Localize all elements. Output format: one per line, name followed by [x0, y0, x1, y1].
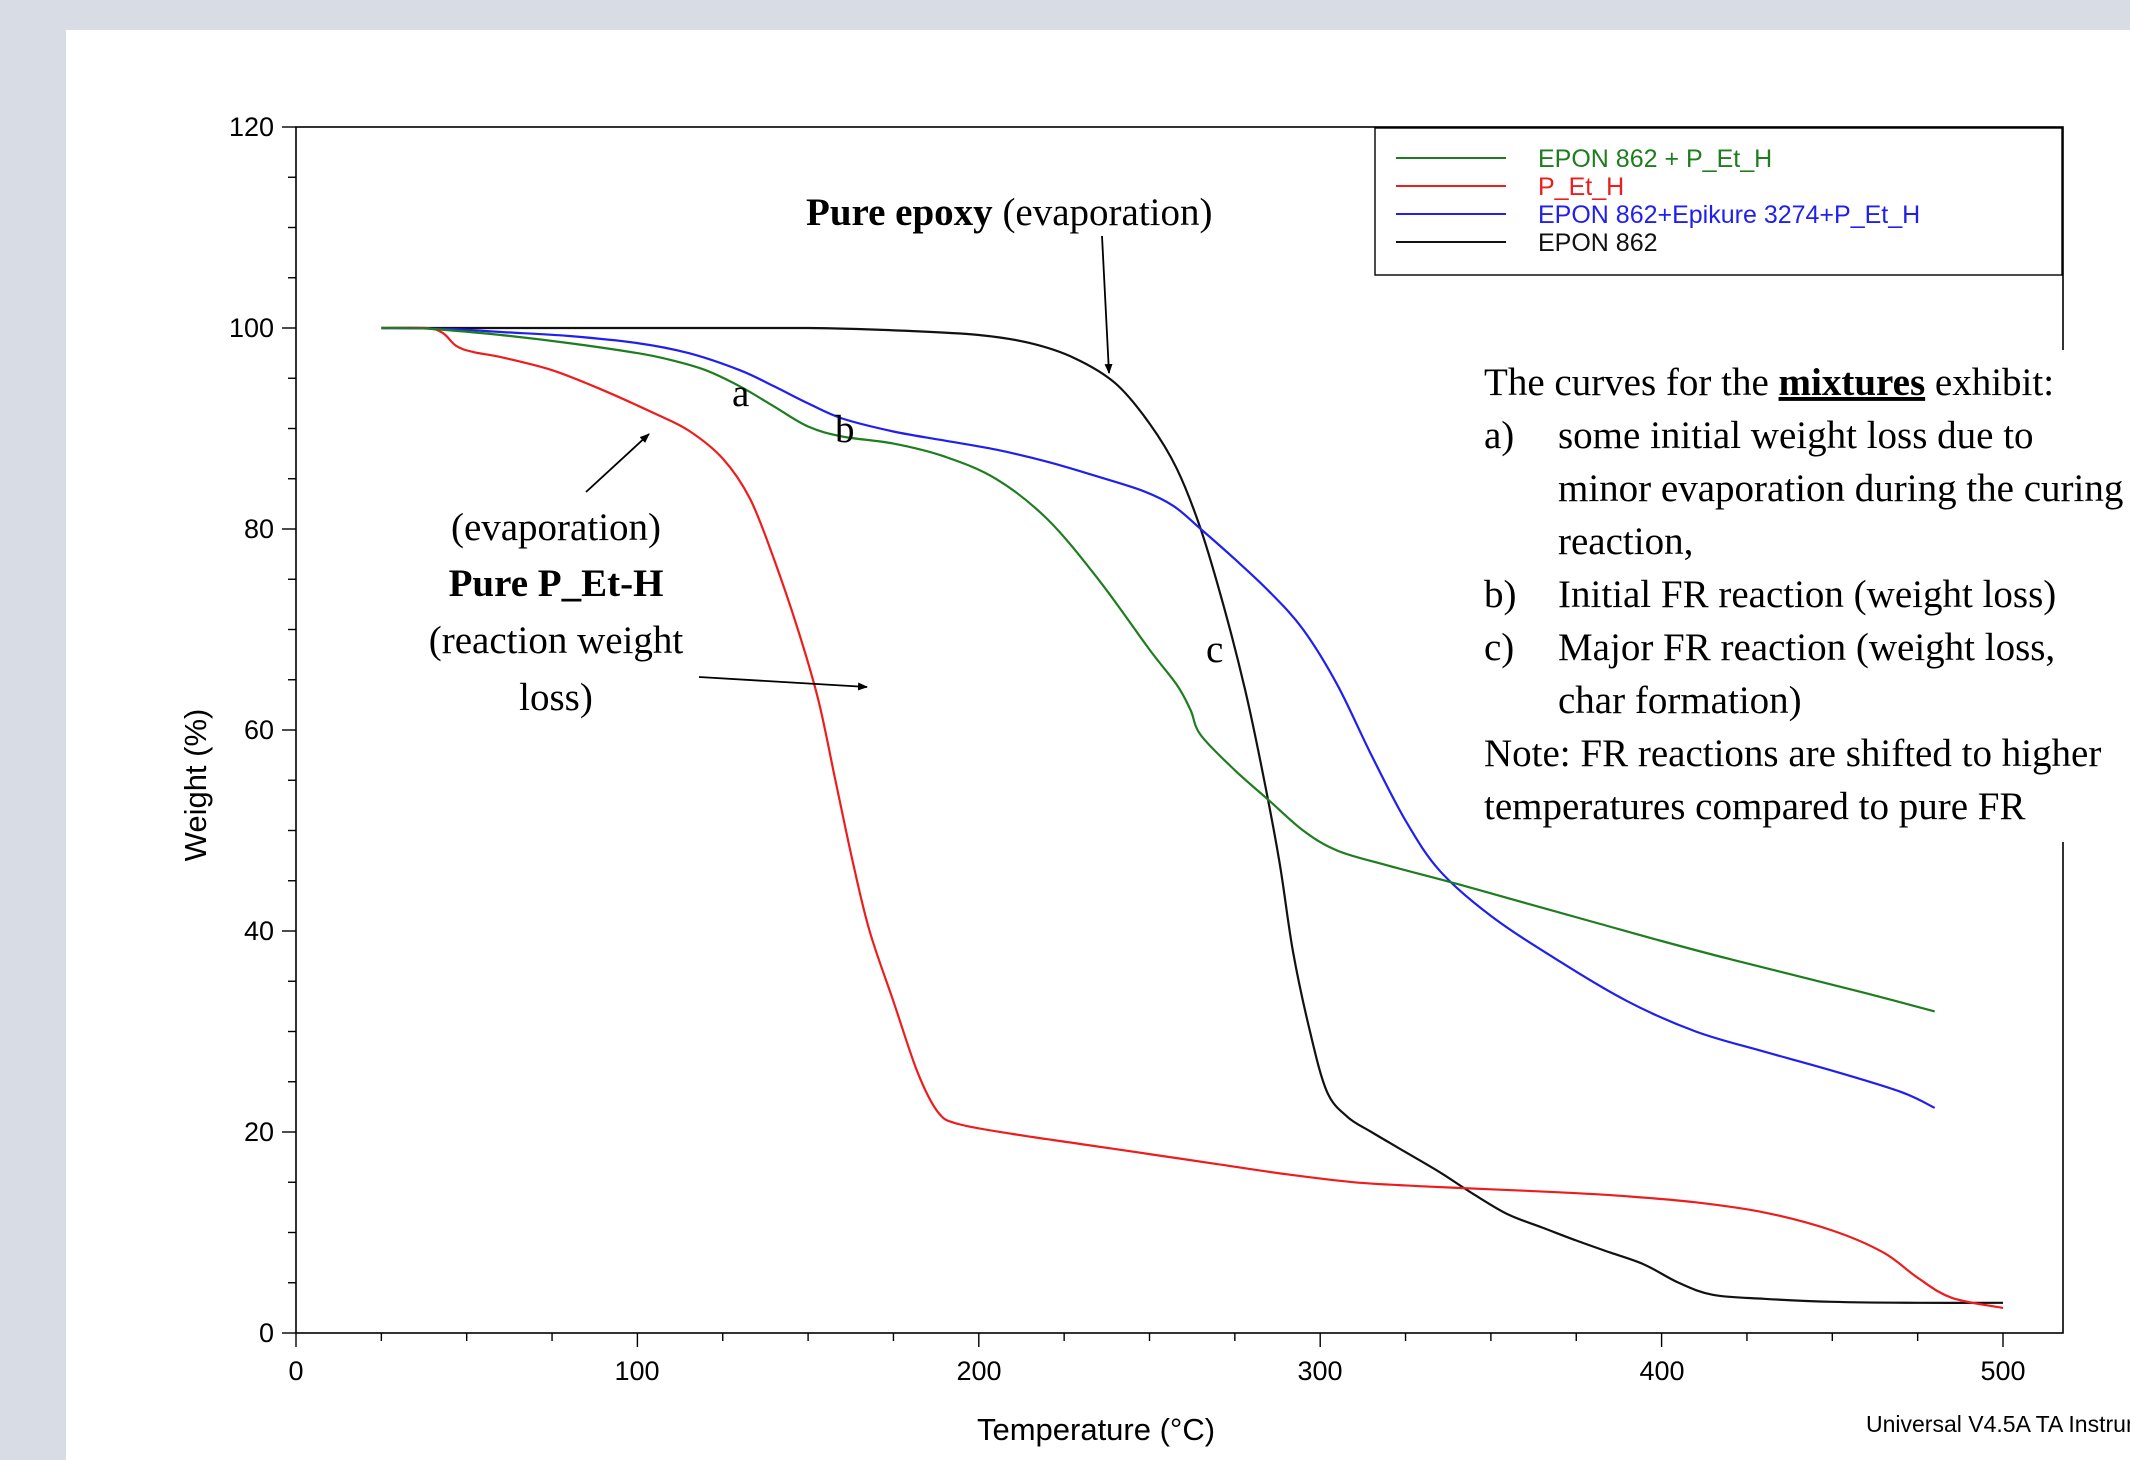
legend-label: EPON 862 + P_Et_H [1538, 145, 1772, 173]
evaporation-label: (evaporation) [451, 506, 661, 549]
y-tick-label: 20 [244, 1117, 274, 1147]
series-group [381, 326, 2004, 1309]
y-tick-label: 60 [244, 715, 274, 745]
notes-intro: The curves for the mixtures exhibit: [1484, 361, 2054, 404]
notes-item-marker: a) [1484, 414, 1514, 457]
series-line-p-et-h [381, 326, 2004, 1309]
curve-label-c: c [1206, 628, 1223, 671]
evaporation-arrow [585, 433, 650, 493]
pure-epoxy-annotation: Pure epoxy (evaporation) [806, 191, 1213, 234]
notes-block: The curves for the mixtures exhibit: a) … [1484, 361, 2123, 828]
notes-item-line: reaction, [1558, 520, 1693, 563]
y-axis-title: Weight (%) [178, 709, 213, 862]
x-tick-label: 100 [614, 1356, 659, 1386]
legend-label: EPON 862+Epikure 3274+P_Et_H [1538, 201, 1920, 229]
y-tick-label: 80 [244, 514, 274, 544]
x-tick-label: 0 [288, 1356, 303, 1386]
notes-item-line: some initial weight loss due to [1558, 414, 2034, 457]
notes-item-marker: c) [1484, 626, 1514, 669]
series-line-epon-epikure-p-et-h [381, 326, 1936, 1109]
notes-intro-bold: mixtures [1779, 361, 1926, 404]
notes-background [1466, 350, 2130, 842]
x-tick-label: 400 [1639, 1356, 1684, 1386]
legend-label: P_Et_H [1538, 173, 1624, 201]
x-tick-label: 300 [1297, 1356, 1342, 1386]
y-tick-labels: 0 20 40 60 80 100 120 [229, 112, 274, 1348]
reaction-label-line1: (reaction weight [429, 619, 684, 662]
y-tick-label: 120 [229, 112, 274, 142]
x-tick-label: 500 [1980, 1356, 2025, 1386]
notes-item-line: char formation) [1558, 679, 1802, 722]
legend-box [1374, 127, 2063, 276]
notes-intro-post: exhibit: [1925, 361, 2054, 404]
curve-label-a: a [732, 372, 749, 415]
y-tick-label: 40 [244, 916, 274, 946]
pure-pet-label: Pure P_Et-H [449, 562, 664, 605]
notes-item-line: minor evaporation during the curing [1558, 467, 2123, 510]
x-axis-title: Temperature (°C) [977, 1412, 1215, 1447]
x-tick-labels: 0 100 200 300 400 500 [288, 1356, 2025, 1386]
tga-chart: 0 100 200 300 400 500 0 20 40 60 80 100 … [178, 112, 2130, 1447]
reaction-arrow [698, 676, 868, 691]
series-line-epon-862 [381, 326, 2004, 1304]
notes-item-line: Major FR reaction (weight loss, [1558, 626, 2055, 669]
notes-item-line: Initial FR reaction (weight loss) [1558, 573, 2056, 616]
slide-area: 0 100 200 300 400 500 0 20 40 60 80 100 … [66, 30, 2130, 1460]
curve-label-b: b [835, 408, 855, 451]
legend-label: EPON 862 [1538, 229, 1658, 257]
notes-item-marker: b) [1484, 573, 1517, 616]
notes-footnote: Note: FR reactions are shifted to higher [1484, 732, 2101, 775]
legend: EPON 862 + P_Et_H P_Et_H EPON 862+Epikur… [1374, 127, 2063, 276]
axis-ticks [282, 126, 2004, 1347]
reaction-label-line2: loss) [519, 676, 593, 719]
notes-intro-pre: The curves for the [1484, 361, 1779, 404]
software-footer: Universal V4.5A TA Instrum [1866, 1411, 2130, 1437]
pure-epoxy-bold: Pure epoxy [806, 191, 993, 234]
pure-epoxy-arrow [1101, 235, 1113, 374]
pure-epoxy-rest: (evaporation) [993, 191, 1213, 234]
y-tick-label: 0 [259, 1318, 274, 1348]
y-tick-label: 100 [229, 313, 274, 343]
notes-footnote: temperatures compared to pure FR [1484, 785, 2026, 828]
x-tick-label: 200 [956, 1356, 1001, 1386]
series-line-epon-p-et-h [381, 326, 1935, 1013]
